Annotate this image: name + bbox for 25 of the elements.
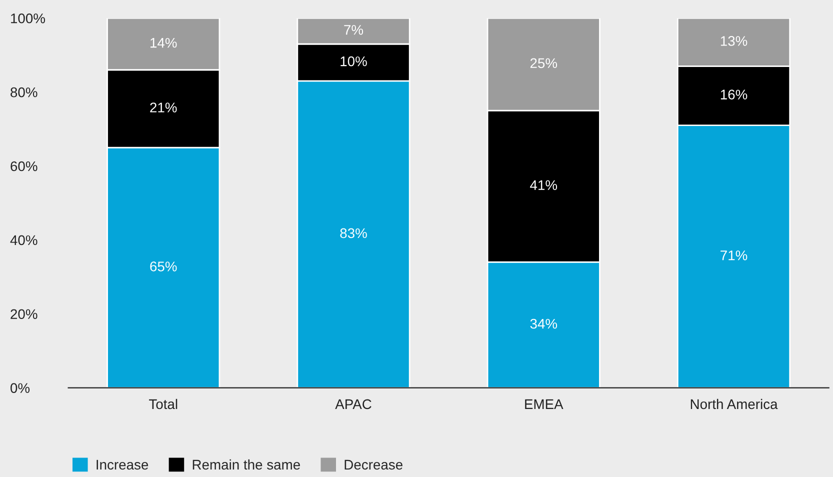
y-tick-label: 20%	[10, 309, 38, 320]
data-label: 16%	[720, 90, 748, 100]
y-tick-label: 100%	[11, 13, 45, 24]
data-label: 65%	[150, 262, 177, 272]
x-tick-label: APAC	[335, 399, 372, 410]
y-tick-label: 40%	[10, 235, 38, 246]
legend-label: Increase	[96, 460, 148, 470]
x-tick-label: EMEA	[525, 399, 564, 409]
data-label: 14%	[150, 38, 177, 48]
data-label: 7%	[344, 25, 364, 35]
data-label: 21%	[150, 102, 177, 112]
data-label: 83%	[340, 228, 367, 238]
x-tick-label: North America	[690, 398, 778, 410]
x-tick-label: Total	[149, 398, 178, 410]
data-label: 10%	[340, 56, 367, 66]
legend-label: Decrease	[344, 460, 402, 470]
y-tick-label: 80%	[10, 87, 38, 98]
y-tick-label: 60%	[10, 161, 38, 172]
data-label: 34%	[530, 318, 558, 329]
y-tick-label: 0%	[10, 383, 30, 393]
data-label: 25%	[530, 58, 558, 68]
data-label: 41%	[530, 180, 558, 190]
data-label: 13%	[720, 36, 748, 46]
legend-label: Remain the same	[192, 459, 300, 470]
data-label: 71%	[720, 250, 748, 260]
